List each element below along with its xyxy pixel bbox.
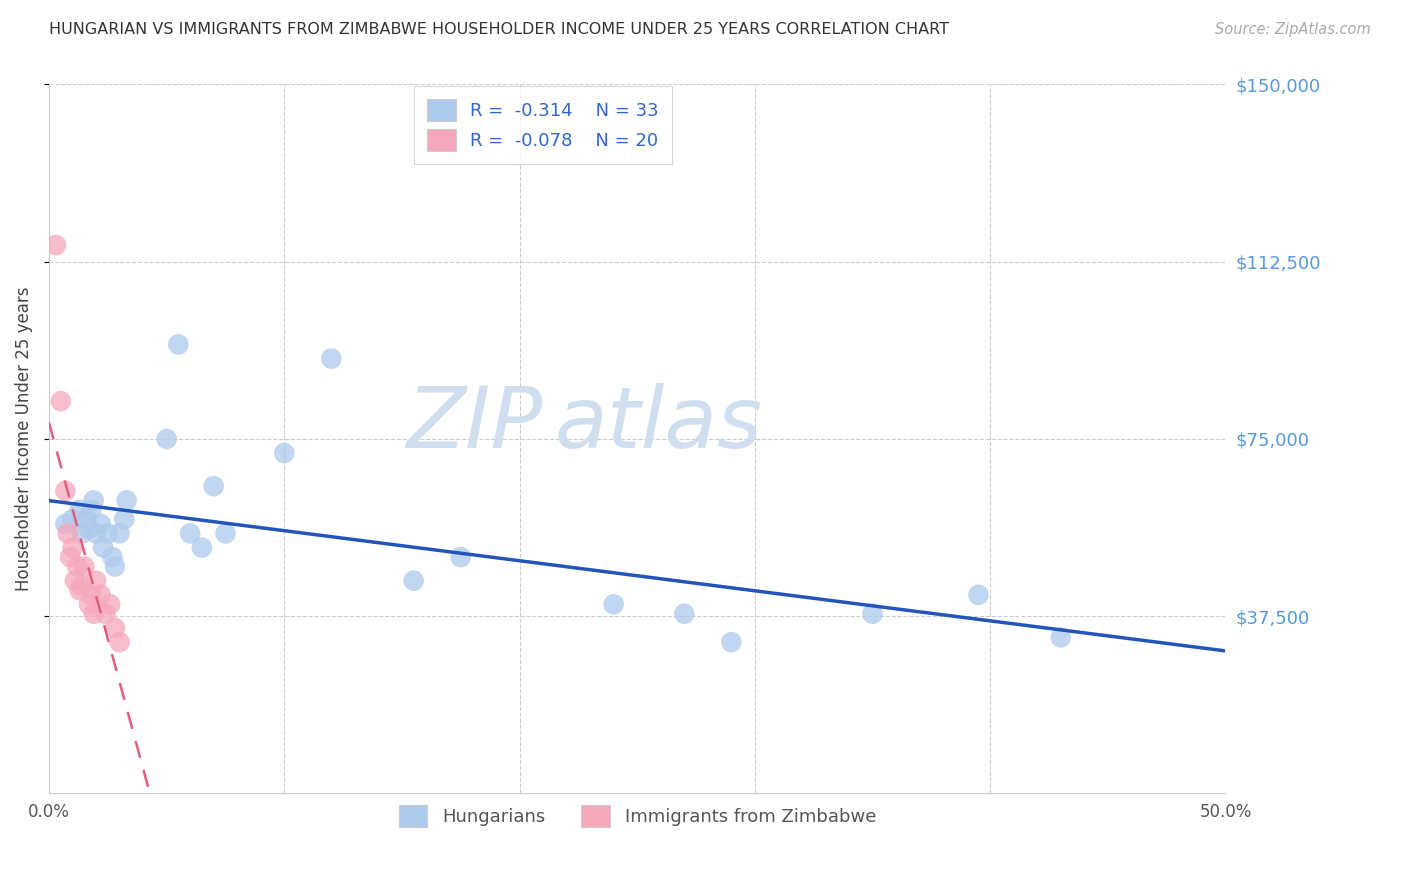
Point	[104, 559, 127, 574]
Point	[108, 526, 131, 541]
Point	[115, 493, 138, 508]
Point	[84, 526, 107, 541]
Point	[101, 549, 124, 564]
Point	[69, 503, 91, 517]
Point	[112, 512, 135, 526]
Legend: Hungarians, Immigrants from Zimbabwe: Hungarians, Immigrants from Zimbabwe	[391, 797, 883, 834]
Point	[98, 597, 121, 611]
Point	[70, 526, 93, 541]
Point	[97, 526, 120, 541]
Point	[156, 432, 179, 446]
Point	[720, 635, 742, 649]
Point	[108, 635, 131, 649]
Point	[77, 597, 100, 611]
Point	[1049, 631, 1071, 645]
Point	[70, 578, 93, 592]
Point	[673, 607, 696, 621]
Point	[104, 621, 127, 635]
Point	[179, 526, 201, 541]
Point	[62, 541, 84, 555]
Point	[45, 238, 67, 252]
Point	[862, 607, 884, 621]
Text: ZIP: ZIP	[406, 384, 543, 467]
Point	[273, 446, 295, 460]
Point	[90, 516, 112, 531]
Point	[49, 394, 72, 409]
Point	[63, 574, 86, 588]
Point	[80, 503, 103, 517]
Point	[73, 559, 96, 574]
Point	[214, 526, 236, 541]
Point	[55, 483, 77, 498]
Point	[56, 526, 79, 541]
Point	[84, 574, 107, 588]
Text: atlas: atlas	[555, 384, 763, 467]
Point	[450, 549, 472, 564]
Point	[94, 607, 117, 621]
Point	[55, 516, 77, 531]
Point	[202, 479, 225, 493]
Point	[80, 588, 103, 602]
Point	[602, 597, 624, 611]
Point	[191, 541, 214, 555]
Point	[967, 588, 990, 602]
Point	[167, 337, 190, 351]
Point	[66, 559, 89, 574]
Point	[321, 351, 343, 366]
Point	[77, 522, 100, 536]
Point	[91, 541, 114, 555]
Point	[76, 512, 98, 526]
Point	[83, 607, 105, 621]
Y-axis label: Householder Income Under 25 years: Householder Income Under 25 years	[15, 286, 32, 591]
Point	[83, 493, 105, 508]
Point	[402, 574, 425, 588]
Point	[69, 583, 91, 598]
Text: Source: ZipAtlas.com: Source: ZipAtlas.com	[1215, 22, 1371, 37]
Point	[59, 549, 82, 564]
Point	[90, 588, 112, 602]
Point	[62, 512, 84, 526]
Text: HUNGARIAN VS IMMIGRANTS FROM ZIMBABWE HOUSEHOLDER INCOME UNDER 25 YEARS CORRELAT: HUNGARIAN VS IMMIGRANTS FROM ZIMBABWE HO…	[49, 22, 949, 37]
